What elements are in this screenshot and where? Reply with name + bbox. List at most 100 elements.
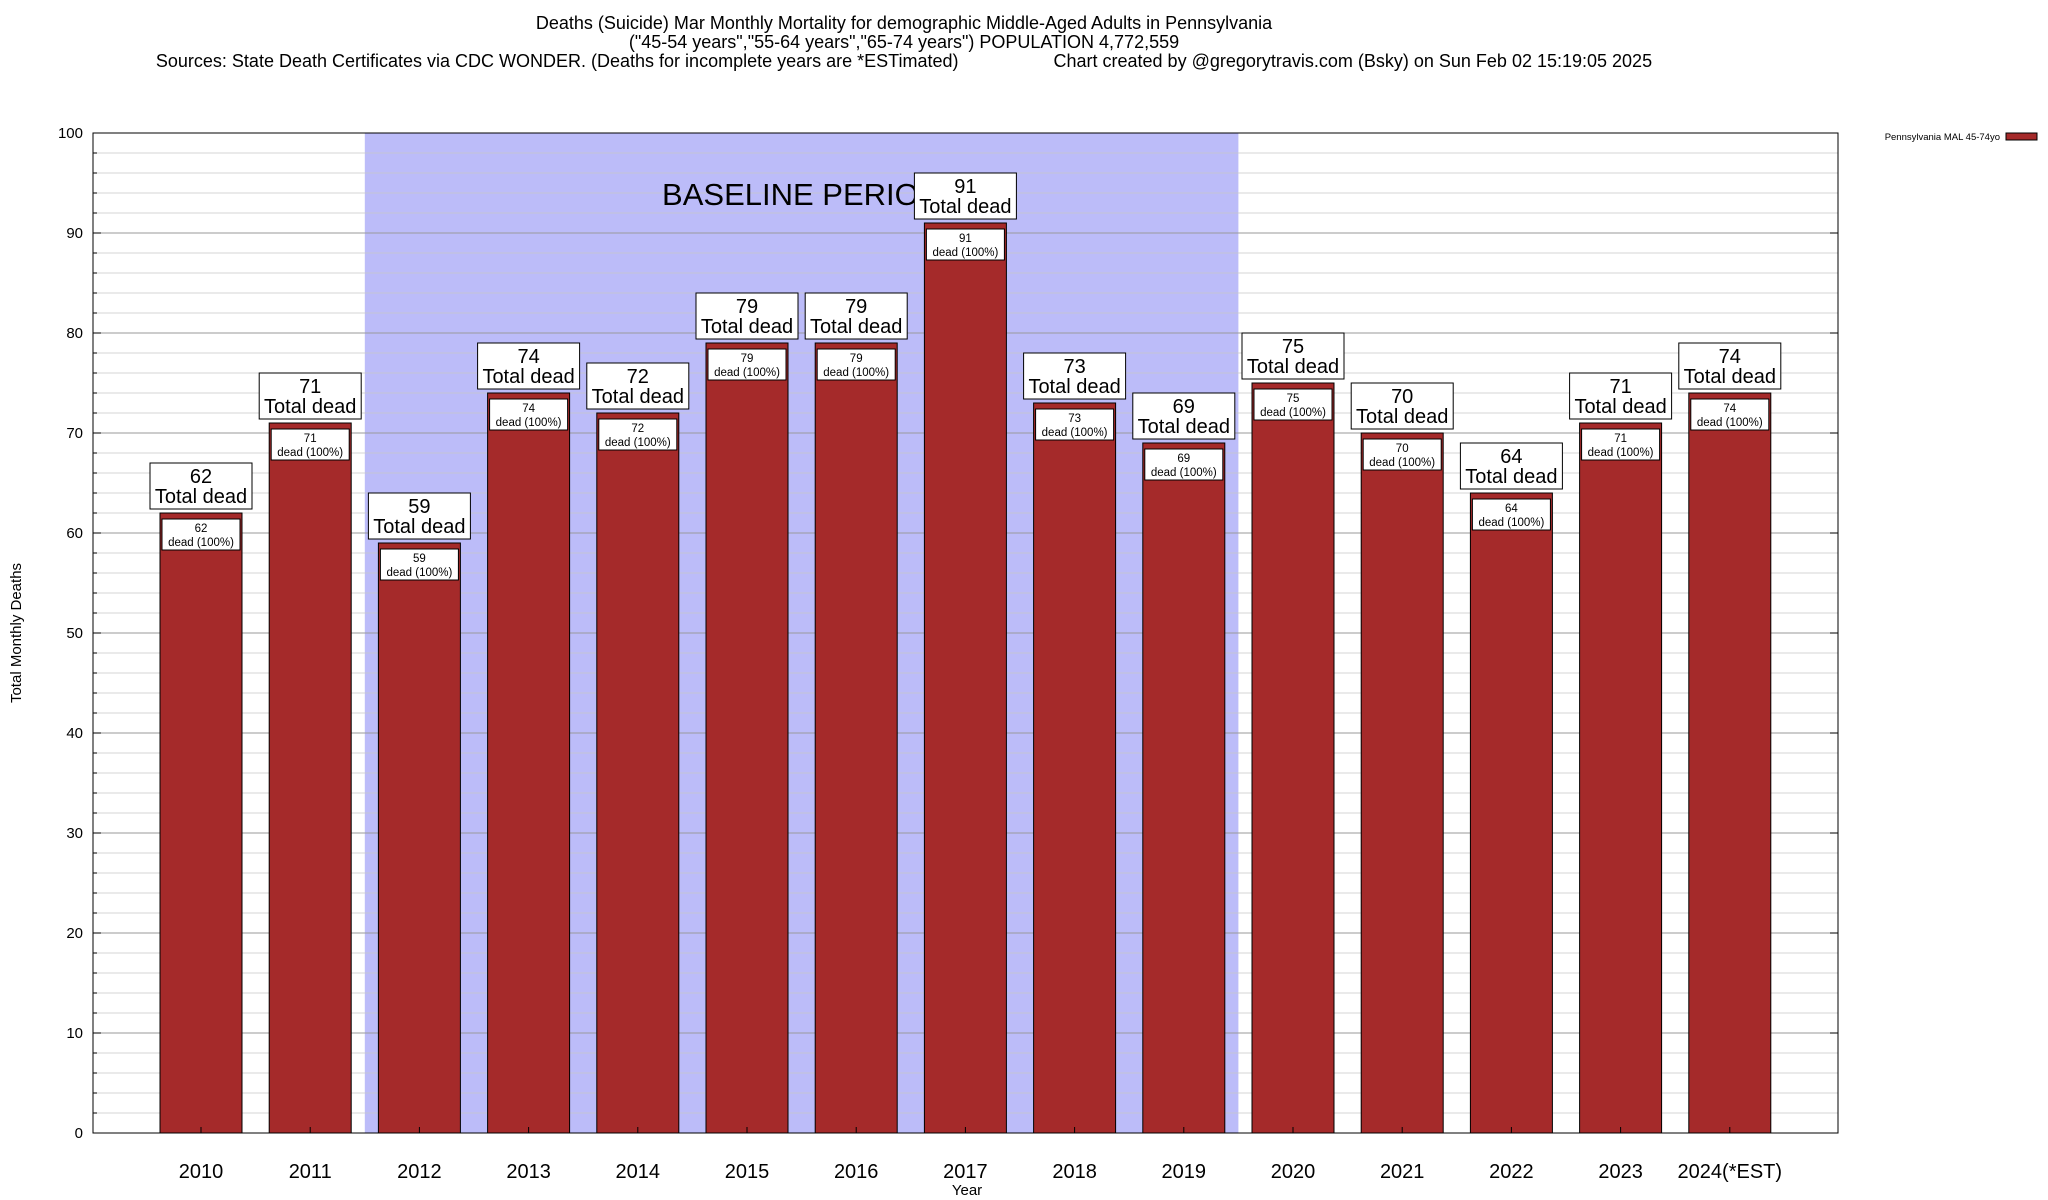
bar-inner-label-box	[925, 228, 1005, 261]
bar-total-label-box	[913, 172, 1017, 220]
bar-total-value: 75	[1282, 336, 1304, 358]
y-tick-label: 40	[66, 725, 83, 742]
chart-sources-line: Sources: State Death Certificates via CD…	[0, 52, 1808, 71]
bar-inner-label-box	[1471, 498, 1551, 531]
bar-total-text: Total dead	[919, 196, 1011, 218]
bar-total-value: 62	[190, 466, 212, 488]
x-tick-label: 2020	[1271, 1161, 1316, 1183]
bar-total-text: Total dead	[482, 366, 574, 388]
bar-inner-label-box	[161, 518, 241, 551]
y-tick-label: 90	[66, 225, 83, 242]
x-tick-label: 2023	[1598, 1161, 1643, 1183]
baseline-label: BASELINE PERIOD	[662, 177, 941, 212]
bar	[377, 542, 461, 1134]
bar-inner-value: 75	[1287, 393, 1300, 405]
bar	[487, 392, 571, 1134]
x-tick-label: 2012	[397, 1161, 442, 1183]
bar-inner-percent: dead (100%)	[1588, 447, 1654, 459]
bar-inner-label-box	[1035, 408, 1115, 441]
bar-total-label-box	[804, 292, 908, 340]
bar-total-label-box	[1678, 342, 1782, 390]
bar-total-text: Total dead	[155, 486, 247, 508]
bar-total-label-box	[149, 462, 253, 510]
x-tick-label: 2021	[1380, 1161, 1425, 1183]
bar-total-label-box	[1241, 332, 1345, 380]
bar	[1579, 422, 1663, 1134]
x-tick-label: 2014	[616, 1161, 661, 1183]
bar	[1469, 492, 1553, 1134]
bar-total-value: 59	[408, 496, 430, 518]
bar	[159, 512, 243, 1134]
bar-total-text: Total dead	[1356, 406, 1448, 428]
bar-total-value: 72	[627, 366, 649, 388]
y-axis-label: Total Monthly Deaths	[8, 563, 25, 703]
chart-title: Deaths (Suicide) Mar Monthly Mortality f…	[535, 13, 1273, 33]
bar-inner-percent: dead (100%)	[932, 247, 998, 259]
bar-total-value: 91	[954, 176, 976, 198]
bar-total-label-box	[367, 492, 471, 540]
bar-total-value: 73	[1063, 356, 1085, 378]
bar-inner-percent: dead (100%)	[1042, 427, 1108, 439]
bar-total-text: Total dead	[810, 316, 902, 338]
legend-swatch	[2005, 132, 2038, 141]
y-tick-label: 20	[66, 925, 83, 942]
bar-total-text: Total dead	[592, 386, 684, 408]
bar-total-value: 71	[1609, 376, 1631, 398]
bar-inner-value: 59	[413, 553, 426, 565]
bar-inner-percent: dead (100%)	[277, 447, 343, 459]
y-tick-label: 30	[66, 825, 83, 842]
bar	[596, 412, 680, 1134]
bar-total-value: 74	[1719, 346, 1741, 368]
bar-inner-value: 73	[1068, 413, 1081, 425]
bar-total-label-box	[695, 292, 799, 340]
bar-inner-percent: dead (100%)	[1151, 467, 1217, 479]
x-tick-label: 2015	[725, 1161, 770, 1183]
x-tick-label: 2017	[943, 1161, 988, 1183]
x-tick-label: 2016	[834, 1161, 879, 1183]
x-axis-label: Year	[952, 1182, 982, 1199]
bar-total-value: 64	[1500, 446, 1522, 468]
y-tick-label: 80	[66, 325, 83, 342]
y-tick-label: 10	[66, 1025, 83, 1042]
bar	[1688, 392, 1772, 1134]
bar-inner-percent: dead (100%)	[605, 437, 671, 449]
chart-title-block: Deaths (Suicide) Mar Monthly Mortality f…	[0, 14, 1808, 71]
bar	[268, 422, 352, 1134]
legend-label: Pennsylvania MAL 45-74yo	[1885, 132, 2000, 143]
bar-inner-value: 72	[631, 423, 644, 435]
bar-inner-label-box	[707, 348, 787, 381]
bar-inner-percent: dead (100%)	[1369, 457, 1435, 469]
bar-inner-label-box	[1144, 448, 1224, 481]
bar-inner-label-box	[379, 548, 459, 581]
bar-inner-label-box	[1253, 388, 1333, 421]
bar-total-label-box	[586, 362, 690, 410]
bar-total-label-box	[477, 342, 581, 390]
bar-inner-value: 62	[195, 523, 208, 535]
bar-inner-value: 69	[1177, 453, 1190, 465]
bar-inner-label-box	[270, 428, 350, 461]
bar-inner-percent: dead (100%)	[714, 367, 780, 379]
bar-total-text: Total dead	[373, 516, 465, 538]
x-tick-label: 2019	[1162, 1161, 1207, 1183]
bar-total-value: 69	[1173, 396, 1195, 418]
bar-total-value: 71	[299, 376, 321, 398]
bar-total-text: Total dead	[1684, 366, 1776, 388]
y-tick-label: 70	[66, 425, 83, 442]
y-tick-label: 60	[66, 525, 83, 542]
bar-total-value: 74	[517, 346, 539, 368]
bar-inner-value: 79	[850, 353, 863, 365]
bar-total-label-box	[1350, 382, 1454, 430]
bar-total-text: Total dead	[701, 316, 793, 338]
bar-inner-value: 70	[1396, 443, 1409, 455]
y-tick-label: 50	[66, 625, 83, 642]
x-tick-label: 2010	[179, 1161, 224, 1183]
bar	[814, 342, 898, 1134]
chart-sources: Sources: State Death Certificates via CD…	[155, 51, 959, 71]
bar-inner-label-box	[489, 398, 569, 431]
bar-total-label-box	[258, 372, 362, 420]
x-tick-label: 2011	[289, 1161, 332, 1183]
bar-inner-value: 91	[959, 233, 972, 245]
bar-inner-percent: dead (100%)	[386, 567, 452, 579]
bar-inner-percent: dead (100%)	[1697, 417, 1763, 429]
